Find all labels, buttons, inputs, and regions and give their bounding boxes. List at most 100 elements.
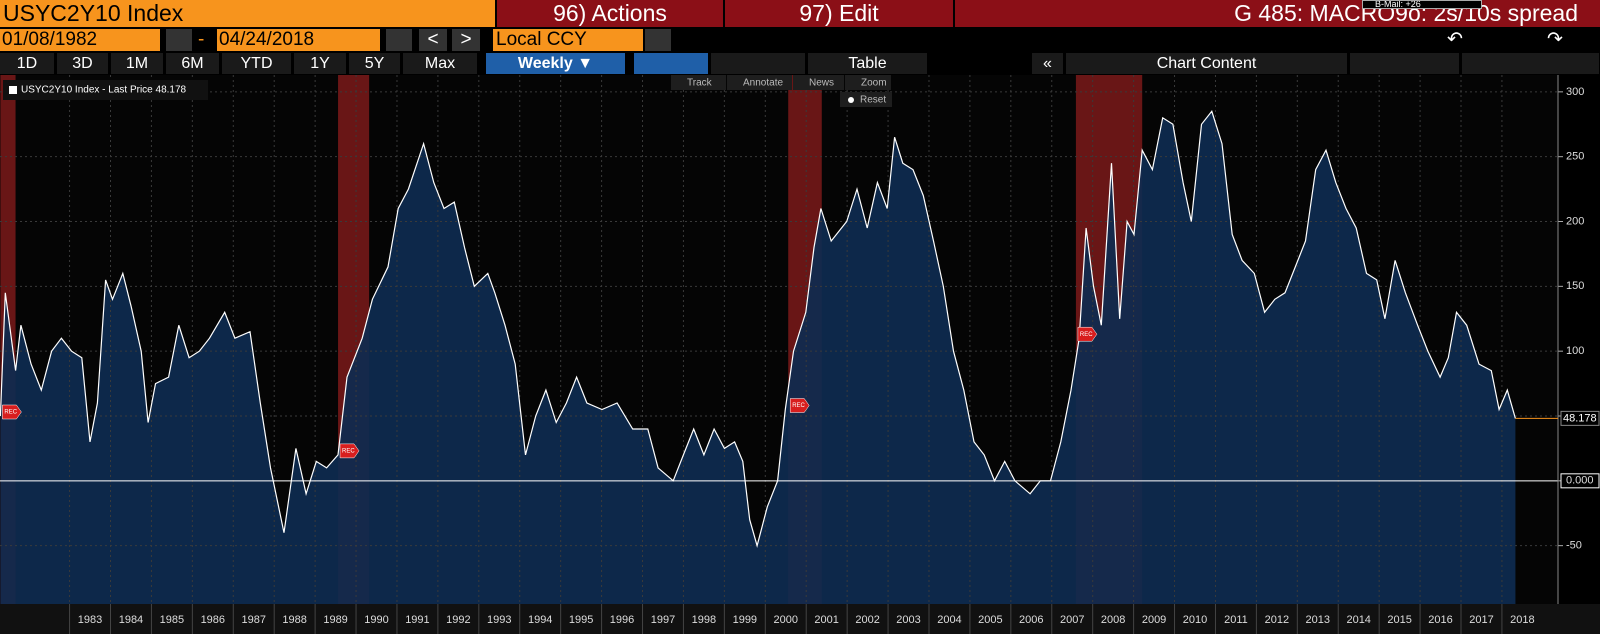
legend-box xyxy=(3,80,208,100)
spacer xyxy=(930,53,1030,74)
x-tick-label: 2002 xyxy=(855,614,879,626)
reset-button[interactable] xyxy=(840,92,892,107)
x-tick-label: 1998 xyxy=(692,614,716,626)
rec-tag xyxy=(1077,326,1098,342)
tool-button[interactable] xyxy=(727,75,792,90)
x-tick-label: 1994 xyxy=(528,614,552,626)
x-tick-label: 1991 xyxy=(405,614,429,626)
range-button[interactable]: 1Y xyxy=(294,53,347,74)
mail-badge[interactable]: B-Mail: +26 xyxy=(1362,0,1482,9)
x-tick-label: 1987 xyxy=(241,614,265,626)
chart-type-icon[interactable] xyxy=(711,53,806,74)
page-title: G 485: MACRO9o: 2s/10s spread xyxy=(955,0,1600,27)
rec-tag xyxy=(2,404,22,420)
x-tick-label: 2001 xyxy=(814,614,838,626)
range-button[interactable]: 5Y xyxy=(349,53,401,74)
x-tick-label: 2011 xyxy=(1224,614,1248,626)
edit-icon[interactable] xyxy=(1350,53,1460,74)
x-tick-label: 2013 xyxy=(1306,614,1330,626)
date-separator: - xyxy=(198,29,205,50)
last-price-box xyxy=(1560,410,1600,426)
legend-label: USYC2Y10 Index - Last Price 48.178 xyxy=(21,85,187,96)
edit-menu[interactable]: 97) Edit xyxy=(725,0,953,27)
x-tick-label: 1996 xyxy=(610,614,634,626)
x-tick-label: 2006 xyxy=(1019,614,1043,626)
next-button[interactable]: > xyxy=(452,29,480,51)
y-tick-label: 0.000 xyxy=(1566,475,1594,487)
security[interactable]: USYC2Y10 Index xyxy=(0,0,495,27)
x-tick-label: 2012 xyxy=(1265,614,1289,626)
x-tick-label: 2004 xyxy=(937,614,961,626)
range-button[interactable]: YTD xyxy=(222,53,292,74)
y-tick-label: -50 xyxy=(1566,540,1582,552)
rec-label: REC xyxy=(792,403,805,409)
settings-icon[interactable] xyxy=(1462,53,1600,74)
start-date[interactable]: 01/08/1982 xyxy=(0,29,160,51)
x-tick-label: 1995 xyxy=(569,614,593,626)
tool-button[interactable] xyxy=(793,75,844,90)
redo-icon[interactable]: ↷ xyxy=(1547,29,1563,50)
calendar-icon[interactable] xyxy=(386,29,412,51)
x-tick-label: 1997 xyxy=(651,614,675,626)
reset-label: Reset xyxy=(860,95,886,106)
frequency-label: Weekly xyxy=(517,55,573,72)
table-tab[interactable]: Table xyxy=(808,53,928,74)
x-tick-label: 1984 xyxy=(119,614,143,626)
y-tick-label: 100 xyxy=(1566,345,1584,357)
range-button[interactable]: 1M xyxy=(111,53,164,74)
x-tick-label: 2005 xyxy=(978,614,1002,626)
undo-icon[interactable]: ↶ xyxy=(1447,29,1463,50)
calendar-icon[interactable] xyxy=(166,29,192,51)
last-price-label: 48.178 xyxy=(1563,412,1597,424)
x-tick-label: 2016 xyxy=(1428,614,1452,626)
x-tick-label: 2007 xyxy=(1060,614,1084,626)
y-axis-band xyxy=(1558,75,1600,604)
currency-dropdown[interactable] xyxy=(645,29,671,51)
tool-label: News xyxy=(809,78,834,89)
price-line xyxy=(0,110,1516,548)
tool-button[interactable] xyxy=(671,75,726,90)
chart-content[interactable]: Chart Content xyxy=(1066,53,1348,74)
tool-label: Zoom xyxy=(861,78,887,89)
range-button[interactable]: Max xyxy=(403,53,478,74)
tool-label: Annotate xyxy=(743,78,783,89)
x-axis-band xyxy=(0,604,1600,634)
rec-tag xyxy=(789,398,810,413)
x-tick-label: 2009 xyxy=(1142,614,1166,626)
line-chart-icon[interactable] xyxy=(634,53,709,74)
x-tick-label: 1988 xyxy=(282,614,306,626)
x-tick-label: 2017 xyxy=(1469,614,1493,626)
range-button[interactable]: 1D xyxy=(0,53,55,74)
x-tick-label: 1992 xyxy=(446,614,470,626)
x-tick-label: 2000 xyxy=(774,614,798,626)
frequency[interactable]: Weekly ▼ xyxy=(486,53,626,74)
currency[interactable]: Local CCY xyxy=(493,29,643,51)
reset-icon xyxy=(848,97,854,103)
x-tick-label: 2014 xyxy=(1346,614,1370,626)
rec-label: REC xyxy=(4,410,17,416)
y-tick-label: 250 xyxy=(1566,151,1584,163)
x-tick-label: 2015 xyxy=(1387,614,1411,626)
tool-button[interactable] xyxy=(845,75,891,90)
x-tick-label: 2008 xyxy=(1101,614,1125,626)
y-label-box xyxy=(1560,473,1600,489)
range-button[interactable]: 3D xyxy=(57,53,109,74)
prev-button[interactable]: < xyxy=(419,29,447,51)
x-tick-label: 1985 xyxy=(160,614,184,626)
x-tick-label: 2010 xyxy=(1183,614,1207,626)
actions-menu[interactable]: 96) Actions xyxy=(497,0,723,27)
y-tick-label: 300 xyxy=(1566,86,1584,98)
legend-swatch xyxy=(9,86,17,94)
x-tick-label: 1983 xyxy=(78,614,102,626)
collapse-button[interactable]: « xyxy=(1032,53,1064,74)
y-tick-label: 150 xyxy=(1566,280,1584,292)
rec-tag xyxy=(339,443,360,459)
rec-label: REC xyxy=(342,448,355,454)
x-tick-label: 1986 xyxy=(201,614,225,626)
range-button[interactable]: 6M xyxy=(166,53,220,74)
tool-label: Track xyxy=(687,78,713,89)
x-tick-label: 1989 xyxy=(323,614,347,626)
x-tick-label: 2003 xyxy=(896,614,920,626)
end-date[interactable]: 04/24/2018 xyxy=(217,29,380,51)
